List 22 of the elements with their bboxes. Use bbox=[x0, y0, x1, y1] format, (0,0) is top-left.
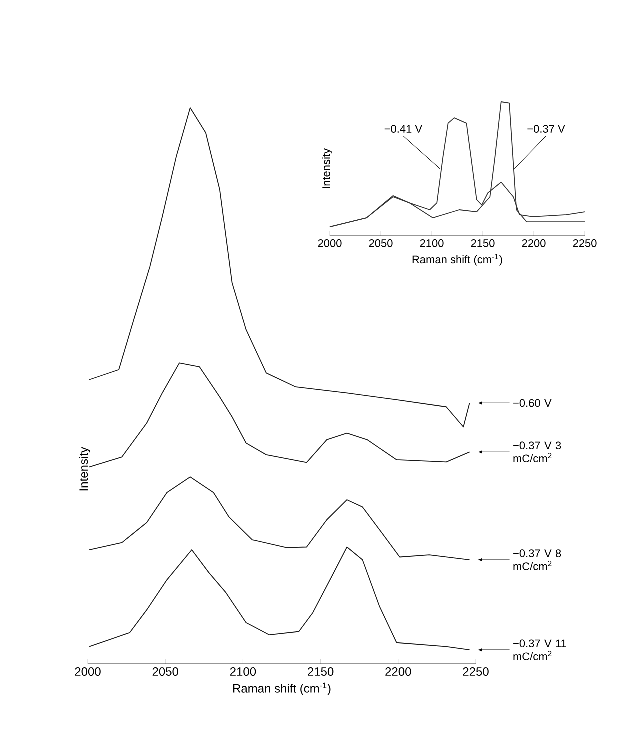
x-tick-label: 2150 bbox=[308, 668, 334, 676]
y-axis-title: Intensity bbox=[79, 447, 90, 491]
x-tick-label: 2000 bbox=[318, 240, 342, 248]
x-tick-label: 2250 bbox=[463, 668, 489, 676]
x-tick-label: 2150 bbox=[471, 240, 495, 248]
text: −0.37 V 3 mC/cm$^{2}$ bbox=[514, 442, 562, 463]
x-tick-label: 2000 bbox=[75, 668, 101, 676]
x-tick-label: 2250 bbox=[573, 240, 597, 248]
text: −0.37 V 8 mC/cm$^{2}$ bbox=[514, 550, 562, 570]
x-tick-label: 2100 bbox=[230, 668, 256, 676]
x-tick-label: 2200 bbox=[386, 668, 412, 676]
x-tick-label: 2050 bbox=[369, 240, 393, 248]
x-tick-label: 2200 bbox=[522, 240, 546, 248]
x-axis-title: Raman shift (cm$^{-1}$) bbox=[412, 254, 502, 266]
x-tick-label: 2100 bbox=[420, 240, 444, 248]
text: −0.37 V 11 mC/cm$^{2}$ bbox=[514, 640, 566, 660]
text: −0.41 V bbox=[384, 125, 422, 133]
x-axis-title: Raman shift (cm$^{-1}$) bbox=[234, 682, 331, 696]
text: −0.60 V bbox=[514, 399, 552, 408]
x-tick-label: 2050 bbox=[152, 668, 178, 676]
y-axis-title: Intensity bbox=[322, 148, 332, 188]
series-label: −0.37 V bbox=[528, 125, 566, 133]
